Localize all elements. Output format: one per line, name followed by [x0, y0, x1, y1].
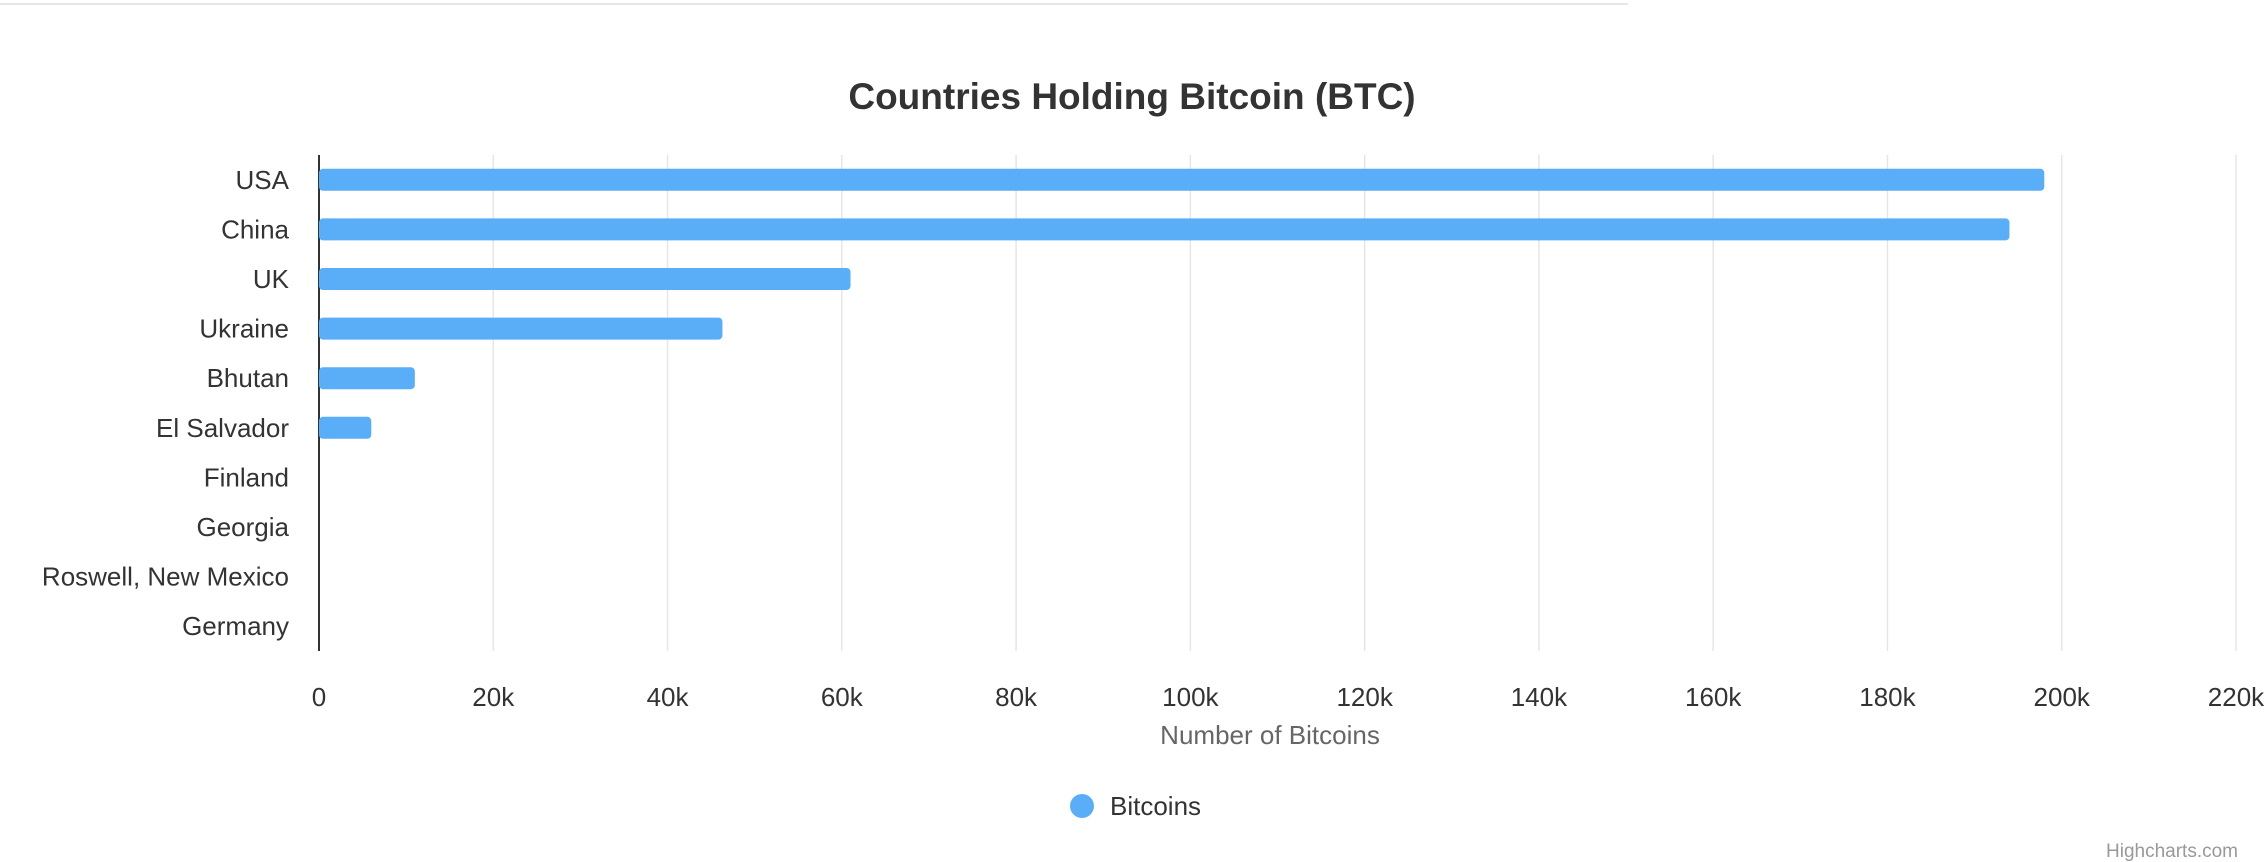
category-label: Finland	[204, 462, 289, 492]
bar-usa[interactable]	[319, 168, 2045, 191]
bar-el-salvador[interactable]	[319, 416, 372, 439]
category-label: Roswell, New Mexico	[42, 562, 289, 592]
x-tick-label: 180k	[1859, 682, 1916, 712]
x-tick-label: 20k	[472, 682, 515, 712]
x-tick-label: 40k	[647, 682, 690, 712]
credits-link[interactable]: Highcharts.com	[2106, 841, 2238, 862]
bar-series[interactable]	[319, 168, 2045, 439]
bar-bhutan[interactable]	[319, 367, 415, 390]
value-axis: 0 20k 40k 60k 80k 100k 120k 140k 160k 180k 200k 220…	[312, 682, 2264, 712]
x-tick-label: 100k	[1162, 682, 1219, 712]
x-tick-label: 0	[312, 682, 326, 712]
legend-symbol	[1070, 794, 1094, 818]
x-tick-label: 120k	[1336, 682, 1393, 712]
top-divider	[0, 3, 1628, 5]
x-tick-label: 220k	[2208, 682, 2264, 712]
x-tick-label: 140k	[1511, 682, 1568, 712]
category-label: Bhutan	[207, 363, 289, 393]
x-tick-label: 80k	[995, 682, 1038, 712]
category-axis: USA China UK Ukraine Bhutan El Salvador Finlan…	[42, 165, 290, 641]
chart-title: Countries Holding Bitcoin (BTC)	[848, 76, 1415, 117]
category-label: Germany	[182, 611, 289, 641]
category-label: China	[221, 214, 289, 244]
x-tick-label: 200k	[2034, 682, 2091, 712]
bar-uk[interactable]	[319, 268, 851, 290]
category-label: UK	[253, 264, 290, 294]
category-label: Ukraine	[199, 314, 289, 344]
legend-item-bitcoins[interactable]: Bitcoins	[1070, 791, 1201, 821]
category-label: Georgia	[197, 512, 290, 542]
legend-label: Bitcoins	[1110, 791, 1201, 821]
x-tick-label: 160k	[1685, 682, 1742, 712]
category-label: El Salvador	[156, 413, 289, 443]
bar-ukraine[interactable]	[319, 317, 723, 340]
bar-china[interactable]	[319, 218, 2010, 241]
x-tick-label: 60k	[821, 682, 864, 712]
category-label: USA	[236, 165, 290, 195]
x-axis-title: Number of Bitcoins	[1160, 720, 1380, 750]
